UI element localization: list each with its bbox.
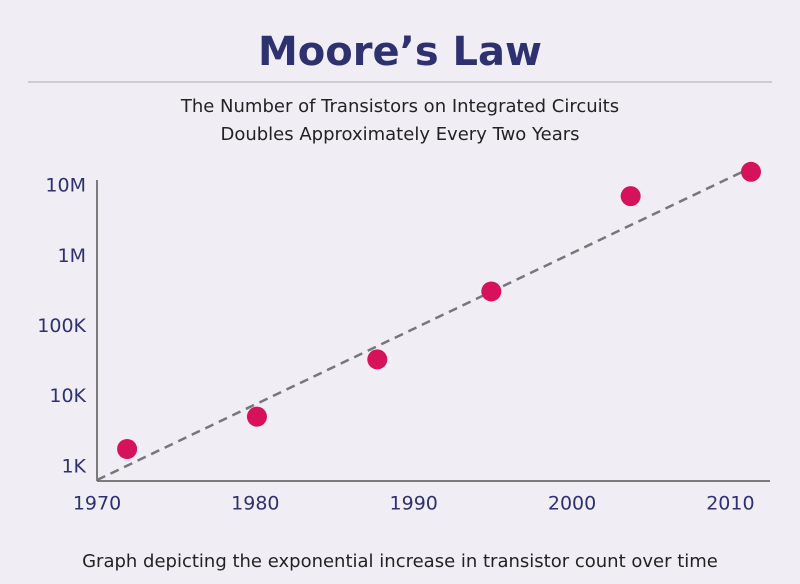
data-point [367, 349, 388, 370]
x-tick-label: 1970 [73, 493, 121, 515]
caption: Graph depicting the exponential increase… [82, 551, 718, 572]
y-tick-label: 1K [61, 455, 86, 477]
chart-title: Moore’s Law [258, 29, 542, 75]
subtitle: Doubles Approximately Every Two Years [220, 124, 579, 145]
x-tick-label: 2000 [548, 493, 596, 515]
y-tick-label: 10M [45, 175, 86, 197]
data-point [117, 438, 138, 459]
subtitle: The Number of Transistors on Integrated … [180, 96, 619, 117]
y-tick-label: 1M [58, 245, 86, 267]
x-tick-label: 2010 [706, 493, 754, 515]
data-point [246, 406, 267, 427]
data-point [740, 161, 761, 182]
y-tick-label: 100K [37, 315, 86, 337]
x-tick-label: 1990 [390, 493, 438, 515]
data-point [481, 281, 502, 302]
data-point [620, 186, 641, 207]
y-tick-label: 10K [49, 385, 86, 407]
x-tick-label: 1980 [231, 493, 279, 515]
